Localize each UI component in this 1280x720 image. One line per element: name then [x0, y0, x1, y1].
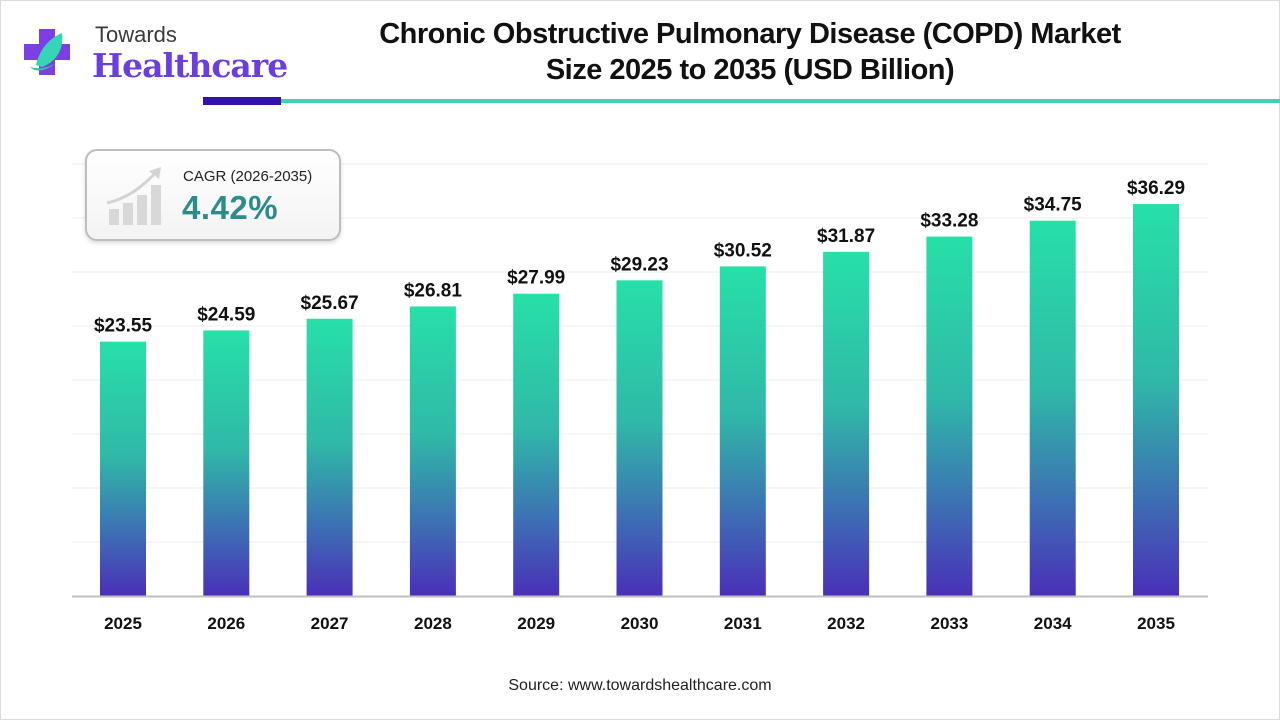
cagr-card: CAGR (2026-2035) 4.42% [85, 149, 341, 241]
data-label-2029: $27.99 [507, 268, 565, 289]
bar-2032 [823, 251, 870, 596]
x-tick-label-2025: 2025 [104, 614, 142, 633]
bar-2028 [409, 306, 456, 596]
data-label-2030: $29.23 [610, 254, 668, 275]
bar-2035 [1133, 204, 1179, 596]
x-axis-ticks: 2025 2026 2027 2028 2029 2030 2031 2032 2033 2034… [104, 614, 1175, 633]
title-rule-teal [281, 99, 1280, 103]
x-tick-label-2034: 2034 [1034, 614, 1072, 633]
bar-2029 [513, 293, 560, 596]
bars [100, 204, 1179, 597]
x-tick-label-2026: 2026 [207, 614, 245, 633]
x-tick-label-2033: 2033 [930, 614, 968, 633]
bar-2030 [616, 280, 663, 596]
title-rule-dark [203, 97, 281, 105]
brand-name-line1: Towards [95, 22, 177, 47]
x-tick-label-2027: 2027 [311, 614, 349, 633]
data-label-2032: $31.87 [817, 226, 875, 247]
cagr-label: CAGR (2026-2035) [183, 168, 313, 185]
data-label-2026: $24.59 [197, 304, 255, 325]
source-note: Source: www.towardshealthcare.com [508, 677, 772, 694]
x-tick-label-2029: 2029 [517, 614, 555, 633]
chart-title-line2: Size 2025 to 2035 (USD Billion) [545, 54, 955, 86]
bar-2033 [926, 236, 973, 597]
chart-title: Chronic Obstructive Pulmonary Disease (C… [300, 16, 1200, 88]
growth-chart-icon [106, 167, 161, 225]
data-label-2034: $34.75 [1024, 195, 1083, 216]
x-tick-label-2030: 2030 [621, 614, 659, 633]
bar-2025 [100, 341, 146, 596]
data-label-2035: $36.29 [1127, 178, 1185, 199]
x-tick-label-2035: 2035 [1137, 614, 1175, 633]
bar-2031 [719, 266, 766, 596]
data-label-2028: $26.81 [404, 280, 463, 301]
bar-2026 [203, 330, 250, 596]
chart-title-line1: Chronic Obstructive Pulmonary Disease (C… [379, 18, 1121, 50]
cagr-value: 4.42% [182, 189, 279, 226]
x-tick-label-2032: 2032 [827, 614, 865, 633]
brand-logo: Towards Healthcare [20, 22, 288, 85]
data-label-2033: $33.28 [920, 211, 978, 232]
data-label-2025: $23.55 [94, 316, 153, 337]
data-labels: $23.55 $24.59 $25.67 $26.81 $27.99 $29.23 $30.… [94, 178, 1185, 337]
brand-name-line2: Healthcare [92, 46, 288, 85]
data-label-2027: $25.67 [301, 293, 359, 314]
bar-2034 [1029, 220, 1076, 596]
medical-cross-leaf-icon [24, 29, 70, 75]
x-tick-label-2028: 2028 [414, 614, 452, 633]
x-tick-label-2031: 2031 [724, 614, 762, 633]
data-label-2031: $30.52 [714, 240, 772, 261]
bar-2027 [306, 318, 353, 596]
